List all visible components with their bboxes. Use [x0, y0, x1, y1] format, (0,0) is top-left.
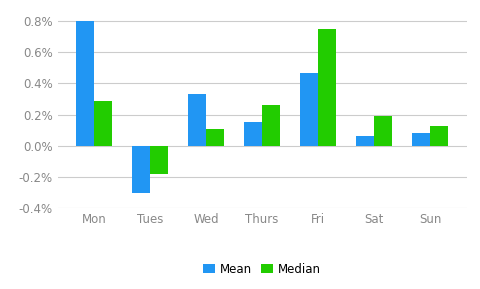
- Bar: [132, 146, 150, 192]
- Bar: [262, 105, 279, 146]
- Bar: [94, 101, 112, 146]
- Bar: [206, 129, 224, 146]
- Bar: [76, 21, 94, 146]
- Bar: [429, 125, 447, 146]
- Bar: [317, 29, 336, 146]
- Bar: [188, 94, 206, 146]
- Bar: [300, 73, 317, 146]
- Bar: [244, 123, 262, 146]
- Legend: Mean, Median: Mean, Median: [198, 258, 325, 280]
- Bar: [411, 133, 429, 146]
- Bar: [150, 146, 168, 174]
- Bar: [356, 136, 373, 146]
- Bar: [373, 116, 391, 146]
